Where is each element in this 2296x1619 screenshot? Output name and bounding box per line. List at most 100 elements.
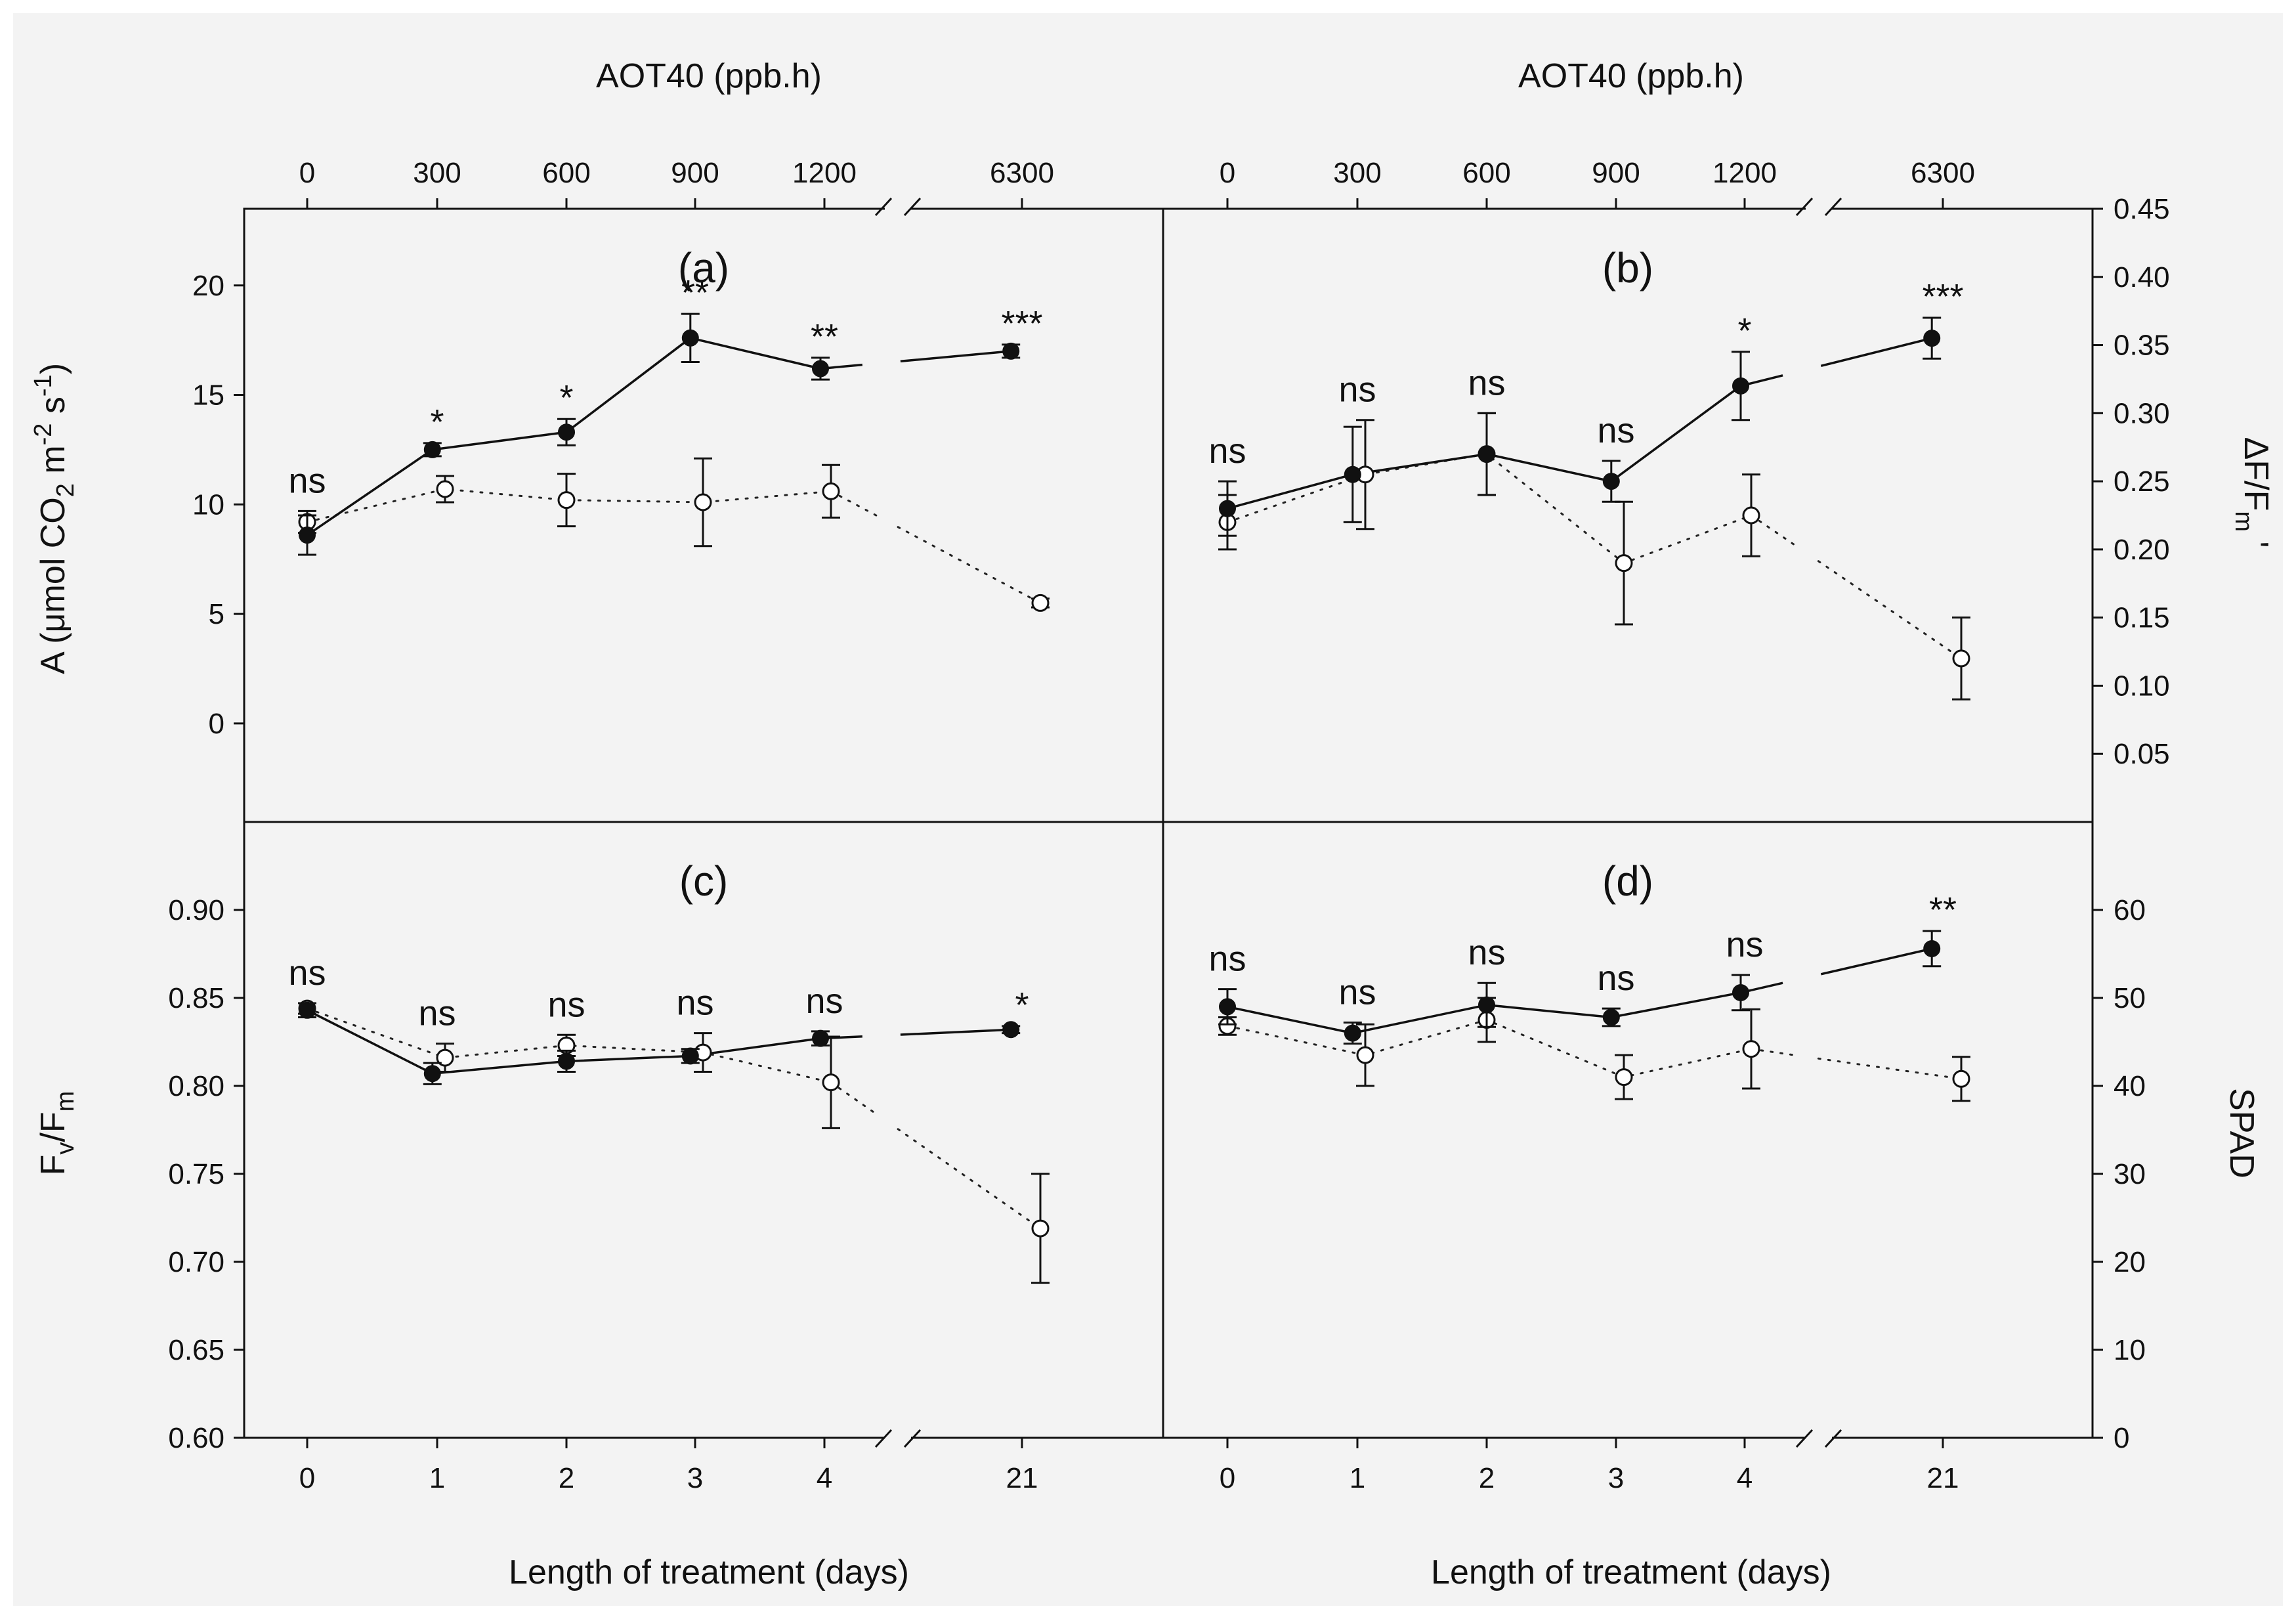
significance-label: ns [1338,370,1376,410]
y-tick-label: 50 [2114,982,2146,1014]
top-axis-title-left: AOT40 (ppb.h) [596,57,822,95]
y-axis-title-a-part: 2 [52,483,79,497]
y-tick-label: 5 [209,598,224,630]
y-tick-label: 0.75 [168,1158,224,1190]
point-open [1952,1069,1970,1088]
top-tick-label: 900 [1592,157,1640,189]
point-filled [1478,445,1495,463]
significance-label: * [559,378,573,418]
axis-break-mark [1795,197,1814,217]
y-axis-title-c-part: v [52,1142,79,1155]
point-open [1031,594,1050,612]
panel-d: 0 10 20 30 40 50 60 0 1 2 3 4 21 (d) ns ns ns ns ns ** [1208,857,2145,1494]
x-axis-title-left: Length of treatment (days) [509,1553,909,1591]
y-axis-title-b-part: ΔF/F [2237,437,2275,511]
y-axis-title-c-part: m [52,1091,79,1112]
axis-break-mark [1824,197,1842,217]
y-tick-label: 0.15 [2114,602,2170,634]
x-tick-label: 4 [1737,1462,1753,1494]
point-filled [681,1047,699,1065]
point-open [1615,1068,1633,1087]
y-tick-label: 0.90 [168,894,224,926]
y-tick-label: 0.30 [2114,397,2170,429]
panel-c: 0.60 0.65 0.70 0.75 0.80 0.85 0.90 0 1 2 3 4 21 (c) ns… [168,857,1050,1494]
series-line-open-break [1750,1048,1963,1080]
point-filled [423,1065,441,1083]
point-open [1356,1046,1374,1064]
point-filled [1002,342,1020,360]
y-axis-title-a: A (μmol CO2 m-2 s-1) [30,363,79,674]
y-axis-title-a-part: -2 [30,423,57,446]
top-tick-label: 1200 [1712,157,1777,189]
point-filled [558,1052,575,1070]
y-tick-label: 0.35 [2114,330,2170,362]
axis-break-mark [874,197,893,217]
x-tick-label: 21 [1927,1462,1959,1494]
point-open [1742,506,1760,525]
significance-label: ** [1929,890,1957,930]
y-tick-label: 0.65 [168,1334,224,1366]
point-filled [1923,330,1941,347]
series-line-open-break [830,1081,1042,1230]
point-open [1031,1219,1050,1238]
axis-break-mark [1824,1429,1842,1448]
x-tick-label: 1 [1350,1462,1365,1494]
point-open [436,1048,454,1067]
y-axis-title-b-part: m [2230,511,2257,532]
top-axis-title-right: AOT40 (ppb.h) [1518,57,1744,95]
point-open [822,482,840,500]
top-tick-label: 6300 [1911,157,1975,189]
point-filled [1602,1008,1620,1026]
figure-background [13,13,2283,1606]
y-axis-title-c-part: /F [34,1112,72,1142]
y-tick-label: 20 [2114,1246,2146,1278]
significance-label: *** [1922,277,1963,316]
significance-label: ** [681,273,709,313]
y-tick-label: 0 [2114,1422,2129,1454]
panel-label: (d) [1602,857,1653,905]
y-tick-label: 0.40 [2114,261,2170,293]
significance-label: ns [1597,959,1634,998]
significance-label: * [1015,985,1029,1025]
top-tick-label: 0 [1220,157,1235,189]
y-tick-label: 0.05 [2114,738,2170,770]
x-tick-label: 2 [559,1462,574,1494]
point-filled [1602,473,1620,490]
top-tick-label: 300 [1333,157,1381,189]
x-tick-label: 2 [1479,1462,1495,1494]
y-tick-label: 10 [192,488,224,521]
significance-label: ns [1468,933,1505,972]
series-line-open-break [1750,514,1963,660]
point-filled [1732,983,1749,1001]
panel-label: (a) [678,244,729,291]
y-tick-label: 0.20 [2114,534,2170,566]
x-tick-label: 0 [299,1462,315,1494]
significance-label: * [1737,311,1751,351]
plot-frame [243,207,2094,1439]
axis-break-mark [903,1429,922,1448]
x-tick-label: 4 [817,1462,832,1494]
y-axis-title-a-part: A (μmol CO [34,497,72,674]
x-tick-label: 0 [1220,1462,1235,1494]
y-axis-title-c: Fv/Fm [34,1091,79,1176]
series-line-open [306,488,832,523]
x-tick-label: 1 [429,1462,445,1494]
point-filled [1219,998,1236,1016]
axis-break-mark [874,1429,893,1448]
significance-label: ns [547,985,585,1024]
y-axis-title-b-part: ' [2237,532,2275,548]
top-tick-label: 0 [299,157,315,189]
point-filled [1219,500,1236,517]
y-tick-label: 60 [2114,894,2146,926]
y-tick-label: 20 [192,270,224,302]
x-tick-label: 21 [1006,1462,1038,1494]
y-tick-label: 0.10 [2114,670,2170,702]
significance-label: ns [676,983,713,1023]
y-axis-title-a-part: s [34,397,72,423]
point-filled [812,360,829,378]
point-filled [1344,465,1361,483]
point-open [557,491,576,509]
significance-label: ns [1208,939,1246,979]
